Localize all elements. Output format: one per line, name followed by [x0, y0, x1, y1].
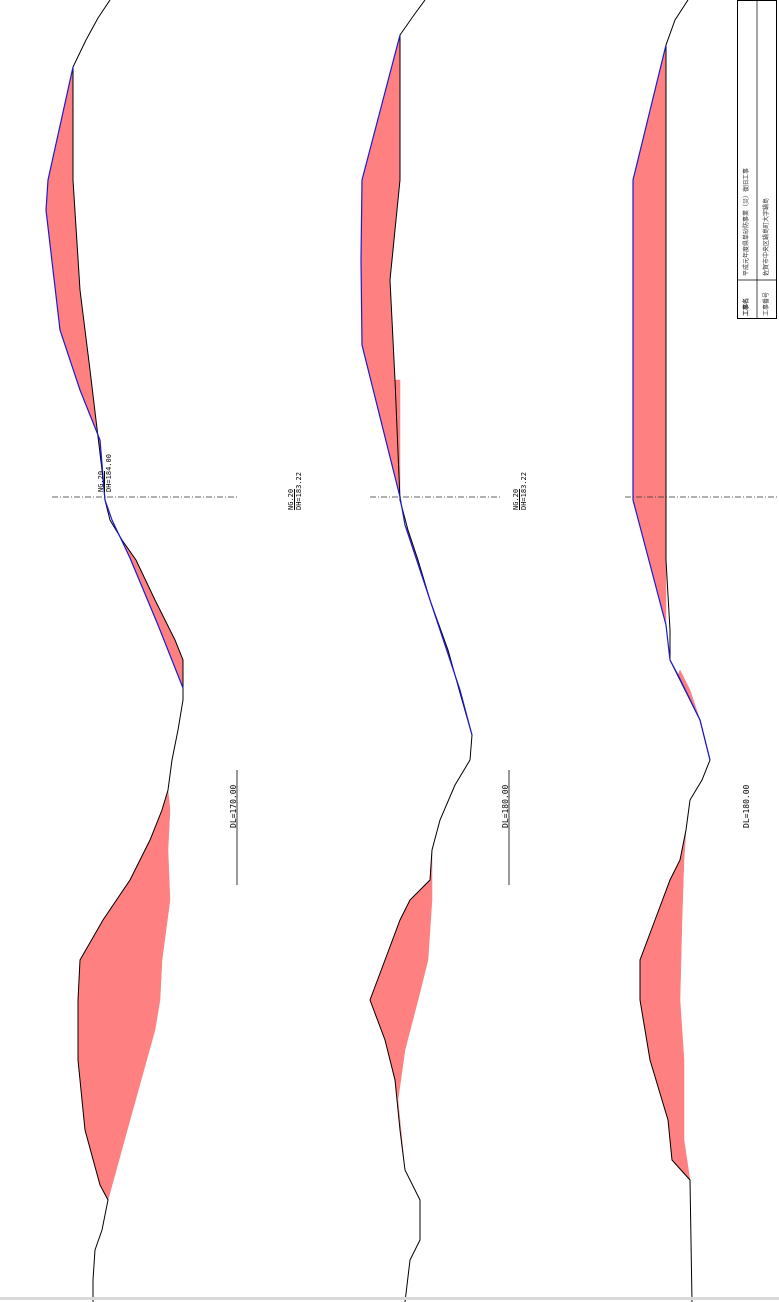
title-block: 工事名 平成元年度県単砂防事業（災）復旧工事 工事番号 佐賀市中央区鍋島町大字鍋…: [737, 0, 777, 320]
cut-fill-area-2-3: [369, 849, 433, 1171]
ground-profile-lines: [72, 0, 711, 1302]
station-underlines: [236, 770, 510, 885]
station-label-section-3: DL=180.00: [742, 784, 751, 828]
station-label-section-2: DL=180.00: [501, 784, 510, 828]
page-bottom-border: [0, 1297, 779, 1300]
design-line-section-1: [45, 66, 184, 689]
design-line-section-3: [632, 44, 711, 761]
cut-fill-area-3-1: [632, 44, 667, 626]
cut-fill-area-1-1: [45, 66, 103, 471]
cut-fill-areas: [45, 34, 711, 1201]
centerline-label-section-2: NG.20 DH=183.22: [512, 472, 528, 510]
cut-fill-area-3-3: [639, 829, 691, 1181]
title-block-frame: [737, 0, 777, 319]
secondary-label-section-2: NG.20 DH=183.22: [287, 472, 303, 510]
title-block-label-2: 工事番号: [763, 291, 770, 316]
ground-line-section-3: [639, 0, 711, 1302]
title-block-value-1: 平成元年度県単砂防事業（災）復旧工事: [743, 167, 750, 276]
title-block-label-1: 工事名: [743, 297, 750, 316]
cut-fill-area-2-1: [360, 34, 401, 498]
station-label-section-1: DL=170.00: [229, 784, 238, 828]
title-block-value-2: 佐賀市中央区鍋島町大字鍋島: [763, 197, 770, 276]
ground-line-section-1: [72, 0, 184, 1302]
cut-fill-area-1-3: [77, 789, 171, 1201]
cut-fill-area-1-2: [111, 519, 184, 689]
centerline-label-section-1: NG.20 DH=184.00: [97, 454, 113, 492]
ground-line-section-2: [369, 0, 473, 1302]
